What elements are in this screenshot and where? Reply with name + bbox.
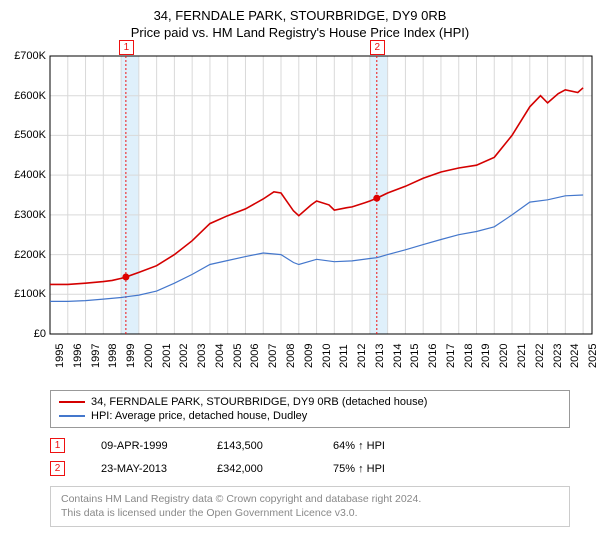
x-axis-label: 2010 <box>321 344 333 368</box>
x-axis-label: 2013 <box>374 344 386 368</box>
attribution-line: Contains HM Land Registry data © Crown c… <box>61 493 559 507</box>
y-axis-label: £700K <box>2 50 46 62</box>
x-axis-label: 2001 <box>161 344 173 368</box>
sale-date: 09-APR-1999 <box>101 440 181 452</box>
x-axis-label: 2009 <box>303 344 315 368</box>
x-axis-label: 2014 <box>392 344 404 368</box>
x-axis-label: 2023 <box>552 344 564 368</box>
sales-table: 1 09-APR-1999 £143,500 64% ↑ HPI 2 23-MAY-201… <box>50 434 570 480</box>
y-axis-label: £100K <box>2 288 46 300</box>
attribution: Contains HM Land Registry data © Crown c… <box>50 486 570 527</box>
x-axis-label: 1996 <box>72 344 84 368</box>
x-axis-label: 1997 <box>90 344 102 368</box>
sale-marker: 1 <box>50 438 65 453</box>
legend-item: HPI: Average price, detached house, Dudl… <box>59 409 561 423</box>
x-axis-label: 2017 <box>445 344 457 368</box>
x-axis-label: 2015 <box>409 344 421 368</box>
page-title: 34, FERNDALE PARK, STOURBRIDGE, DY9 0RB <box>0 0 600 23</box>
page-subtitle: Price paid vs. HM Land Registry's House … <box>0 23 600 46</box>
x-axis-label: 1998 <box>107 344 119 368</box>
x-axis-label: 1995 <box>54 344 66 368</box>
sale-price: £143,500 <box>217 440 297 452</box>
y-axis-label: £600K <box>2 90 46 102</box>
x-axis-label: 2000 <box>143 344 155 368</box>
x-axis-label: 2020 <box>498 344 510 368</box>
sale-marker: 1 <box>119 40 134 55</box>
x-axis-label: 1999 <box>125 344 137 368</box>
x-axis-label: 2007 <box>267 344 279 368</box>
x-axis-label: 2005 <box>232 344 244 368</box>
x-axis-label: 2022 <box>534 344 546 368</box>
x-axis-label: 2021 <box>516 344 528 368</box>
x-axis-label: 2016 <box>427 344 439 368</box>
x-axis-label: 2018 <box>463 344 475 368</box>
x-axis-label: 2019 <box>480 344 492 368</box>
y-axis-label: £0 <box>2 328 46 340</box>
x-axis-label: 2008 <box>285 344 297 368</box>
legend-label: 34, FERNDALE PARK, STOURBRIDGE, DY9 0RB … <box>91 396 427 408</box>
x-axis-label: 2025 <box>587 344 599 368</box>
attribution-line: This data is licensed under the Open Gov… <box>61 507 559 521</box>
x-axis-label: 2004 <box>214 344 226 368</box>
x-axis-label: 2011 <box>338 344 350 368</box>
x-axis-label: 2003 <box>196 344 208 368</box>
y-axis-label: £200K <box>2 249 46 261</box>
sale-pct: 75% ↑ HPI <box>333 463 413 475</box>
chart-area: £0 £100K £200K £300K £400K £500K £600K £700K 199… <box>0 46 600 386</box>
x-axis-label: 2006 <box>249 344 261 368</box>
y-axis-label: £300K <box>2 209 46 221</box>
sale-pct: 64% ↑ HPI <box>333 440 413 452</box>
legend-label: HPI: Average price, detached house, Dudl… <box>91 410 307 422</box>
sale-marker: 2 <box>370 40 385 55</box>
sale-price: £342,000 <box>217 463 297 475</box>
legend-swatch <box>59 415 85 417</box>
x-axis-label: 2024 <box>569 344 581 368</box>
chart-svg <box>0 46 600 386</box>
y-axis-label: £400K <box>2 169 46 181</box>
sale-row: 1 09-APR-1999 £143,500 64% ↑ HPI <box>50 434 570 457</box>
y-axis-label: £500K <box>2 129 46 141</box>
legend: 34, FERNDALE PARK, STOURBRIDGE, DY9 0RB … <box>50 390 570 428</box>
legend-swatch <box>59 401 85 403</box>
sale-row: 2 23-MAY-2013 £342,000 75% ↑ HPI <box>50 457 570 480</box>
x-axis-label: 2012 <box>356 344 368 368</box>
legend-item: 34, FERNDALE PARK, STOURBRIDGE, DY9 0RB … <box>59 395 561 409</box>
sale-date: 23-MAY-2013 <box>101 463 181 475</box>
x-axis-label: 2002 <box>178 344 190 368</box>
sale-marker: 2 <box>50 461 65 476</box>
